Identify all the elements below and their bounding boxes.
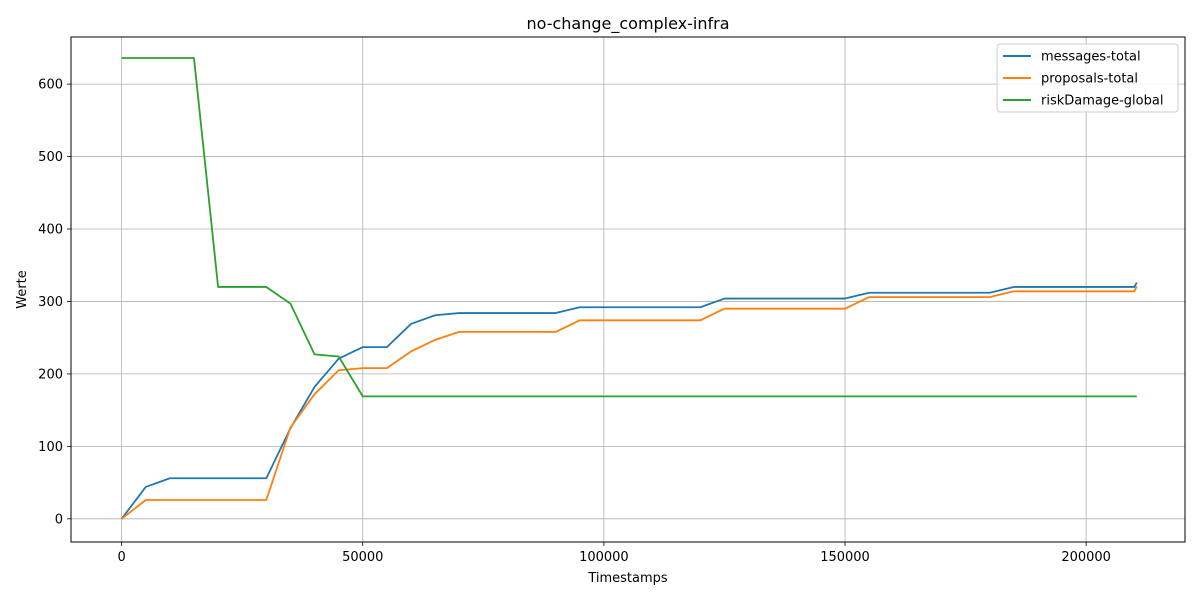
- y-tick-label: 200: [38, 367, 63, 382]
- y-axis-title: Werte: [15, 270, 30, 309]
- x-tick-label: 100000: [579, 550, 629, 565]
- grid-lines: [71, 37, 1185, 542]
- plot-area-frame: [70, 36, 1186, 543]
- x-tick-label: 0: [117, 550, 125, 565]
- legend-box: [996, 43, 1179, 113]
- legend: messages-total proposals-total riskDamage-…: [996, 43, 1179, 113]
- y-tick-label: 500: [38, 150, 63, 165]
- series-line-proposals-total: [121, 285, 1138, 520]
- x-tick-label: 50000: [342, 550, 383, 565]
- y-tick-label: 400: [38, 223, 63, 238]
- legend-label: riskDamage-global: [1041, 94, 1163, 109]
- series-lines: [120, 57, 1138, 520]
- y-tick-label: 600: [38, 78, 63, 93]
- axis-ticks: 0 50000 100000 150000 200000 0 100 200 300 400 500…: [38, 78, 1111, 565]
- chart-title: no-change_complex-infra: [526, 14, 729, 34]
- x-tick-label: 200000: [1061, 550, 1111, 565]
- series-line-riskDamage-global: [121, 57, 1137, 398]
- y-tick-label: 100: [38, 440, 63, 455]
- x-axis-title: Timestamps: [587, 571, 668, 586]
- legend-label: messages-total: [1041, 50, 1141, 65]
- x-tick-label: 150000: [820, 550, 870, 565]
- y-tick-label: 0: [55, 512, 63, 527]
- y-tick-label: 300: [38, 295, 63, 310]
- legend-label: proposals-total: [1041, 72, 1138, 87]
